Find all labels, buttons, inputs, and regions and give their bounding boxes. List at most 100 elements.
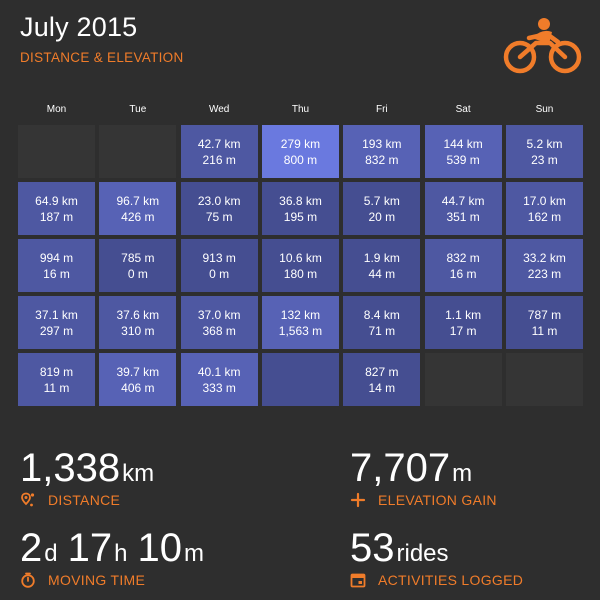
day-cell: 17.0 km 162 m (505, 182, 583, 235)
day-cell: 132 km 1,563 m (261, 296, 339, 349)
day-cell: 23.0 km 75 m (180, 182, 258, 235)
day-distance: 8.4 km (363, 307, 400, 322)
day-distance: 1.1 km (445, 307, 482, 322)
day-cell: 827 m 14 m (343, 353, 421, 406)
distance-stat: 1,338 km DISTANCE (20, 446, 154, 508)
weekday-label: Sat (455, 104, 471, 115)
day-elevation: 0 m (209, 266, 230, 281)
distance-value: 1,338 (20, 446, 121, 490)
day-cell: 36.8 km 195 m (261, 182, 339, 235)
day-distance: 36.8 km (279, 193, 322, 208)
page-subtitle: DISTANCE & ELEVATION (20, 50, 184, 65)
moving-time-label: MOVING TIME (48, 572, 146, 588)
elevation-unit: m (452, 460, 473, 487)
plus-icon (350, 492, 366, 508)
day-distance: 913 m (202, 250, 236, 265)
day-distance: 10.6 km (279, 250, 322, 265)
day-distance: 42.7 km (197, 136, 241, 151)
day-cell: 10.6 km 180 m (261, 239, 339, 292)
distance-unit: km (122, 460, 155, 487)
day-elevation: 44 m (368, 266, 396, 281)
day-distance: 5.2 km (526, 136, 563, 151)
day-cell: 37.1 km 297 m (18, 296, 95, 349)
day-cell: 1.9 km 44 m (343, 239, 421, 292)
day-distance: 17.0 km (523, 193, 566, 208)
moving-time-hours: 17 (67, 526, 113, 570)
day-cell (261, 353, 339, 406)
moving-time-days-unit: d (44, 540, 58, 567)
moving-time-days: 2 (20, 526, 43, 570)
day-elevation: 11 m (531, 323, 558, 338)
weekday-label: Fri (375, 104, 388, 115)
day-elevation: 14 m (368, 380, 396, 395)
day-cell: 8.4 km 71 m (343, 296, 421, 349)
day-elevation: 11 m (43, 380, 70, 395)
day-cell: 279 km 800 m (261, 125, 339, 178)
day-cell: 64.9 km 187 m (18, 182, 95, 235)
day-elevation: 180 m (283, 266, 318, 281)
calendar-grid: 42.7 km 216 m 279 km 800 m 193 km 832 m 144 km… (18, 125, 583, 406)
weekday-header: Mon Tue Wed Thu Fri Sat Sun (18, 104, 583, 115)
day-distance: 1.9 km (363, 250, 400, 265)
day-cell: 44.7 km 351 m (424, 182, 502, 235)
weekday-label: Mon (46, 104, 67, 115)
day-distance: 193 km (362, 136, 402, 151)
day-distance: 819 m (39, 364, 74, 379)
stopwatch-icon (21, 572, 35, 588)
day-cell: 96.7 km 426 m (99, 182, 177, 235)
day-distance: 827 m (365, 364, 399, 379)
day-distance: 994 m (39, 250, 74, 265)
day-distance: 39.7 km (116, 364, 160, 379)
day-distance: 787 m (527, 307, 562, 322)
moving-time-stat: 2 d 17 h 10 m MOVING TIME (20, 526, 204, 588)
moving-time-minutes-unit: m (183, 540, 204, 567)
day-elevation: 406 m (121, 380, 155, 395)
day-elevation: 310 m (121, 323, 155, 338)
day-elevation: 216 m (202, 152, 236, 167)
calendar-icon (350, 573, 366, 588)
day-elevation: 223 m (527, 266, 562, 281)
elevation-value: 7,707 (350, 446, 451, 490)
day-distance: 44.7 km (441, 193, 485, 208)
day-distance: 37.0 km (197, 307, 241, 322)
day-elevation: 426 m (121, 209, 155, 224)
day-distance: 40.1 km (197, 364, 241, 379)
day-elevation: 832 m (365, 152, 399, 167)
activities-label: ACTIVITIES LOGGED (378, 572, 524, 588)
day-distance: 132 km (280, 307, 321, 322)
day-elevation: 20 m (368, 209, 396, 224)
day-cell: 144 km 539 m (424, 125, 502, 178)
page-title: July 2015 (20, 12, 138, 42)
day-elevation: 351 m (446, 209, 480, 224)
day-cell: 37.0 km 368 m (180, 296, 258, 349)
elevation-label: ELEVATION GAIN (378, 492, 497, 508)
day-distance: 37.1 km (35, 307, 78, 322)
day-cell: 193 km 832 m (343, 125, 421, 178)
day-elevation: 368 m (202, 323, 236, 338)
day-elevation: 16 m (449, 266, 477, 281)
day-cell (505, 353, 583, 406)
day-cell: 5.7 km 20 m (343, 182, 421, 235)
weekday-label: Wed (208, 104, 230, 115)
day-distance: 785 m (121, 250, 155, 265)
day-cell (424, 353, 502, 406)
elevation-stat: 7,707 m ELEVATION GAIN (350, 446, 497, 508)
day-elevation: 162 m (527, 209, 562, 224)
day-cell: 40.1 km 333 m (180, 353, 258, 406)
route-pin-icon (21, 492, 35, 507)
day-elevation: 23 m (531, 152, 558, 167)
day-cell: 33.2 km 223 m (505, 239, 583, 292)
day-cell: 787 m 11 m (505, 296, 583, 349)
day-distance: 832 m (446, 250, 480, 265)
day-distance: 64.9 km (35, 193, 78, 208)
activities-stat: 53 rides ACTIVITIES LOGGED (350, 526, 523, 588)
day-distance: 96.7 km (116, 193, 160, 208)
day-cell (18, 125, 95, 178)
day-distance: 37.6 km (116, 307, 160, 322)
activities-value: 53 (350, 526, 395, 570)
day-cell: 42.7 km 216 m (180, 125, 258, 178)
day-distance: 279 km (280, 136, 321, 151)
day-distance: 5.7 km (363, 193, 400, 208)
day-elevation: 16 m (43, 266, 70, 281)
